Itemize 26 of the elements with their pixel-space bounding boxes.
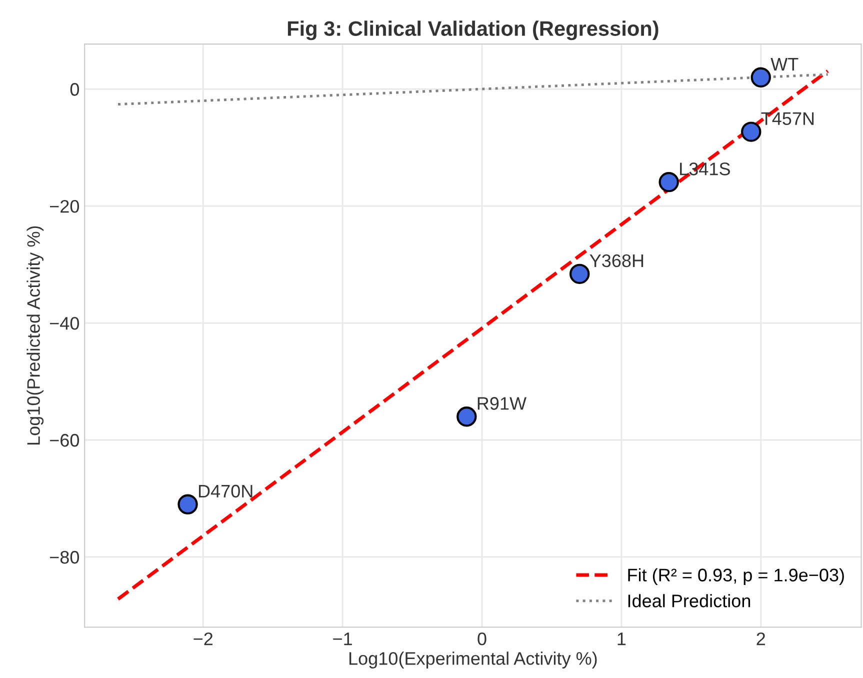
y-tick-label: 0 <box>70 83 80 96</box>
annotation: R91W <box>478 397 526 410</box>
legend-label: Ideal Prediction <box>628 594 750 608</box>
point <box>456 406 477 427</box>
point <box>658 172 679 192</box>
x-tick-label: −2 <box>194 632 212 646</box>
y-tick-label: −60 <box>50 434 80 447</box>
point <box>570 264 590 284</box>
y-tick-label: −40 <box>50 316 80 330</box>
chart-title: Fig 3: Clinical Validation (Regression) <box>288 20 658 40</box>
point <box>178 494 198 514</box>
x-axis-title: Log10(Experimental Activity %) <box>349 652 597 668</box>
legend-label: Fit (R² = 0.93, p = 1.9e−03) <box>628 568 844 586</box>
x-tick-label: 0 <box>478 632 486 646</box>
x-tick-label: 2 <box>756 632 765 646</box>
annotation: WT <box>770 58 798 70</box>
x-tick-label: 1 <box>618 632 626 646</box>
x-tick-label: −1 <box>333 632 352 646</box>
annotation: T457N <box>761 112 814 126</box>
point <box>750 67 771 88</box>
annotation: Y368H <box>590 254 644 268</box>
annotation: D470N <box>198 484 252 498</box>
y-tick-label: −80 <box>50 550 80 564</box>
point <box>741 122 762 142</box>
y-tick-label: −20 <box>50 200 80 213</box>
y-axis-title: Log10(Predicted Activity %) <box>26 226 44 445</box>
